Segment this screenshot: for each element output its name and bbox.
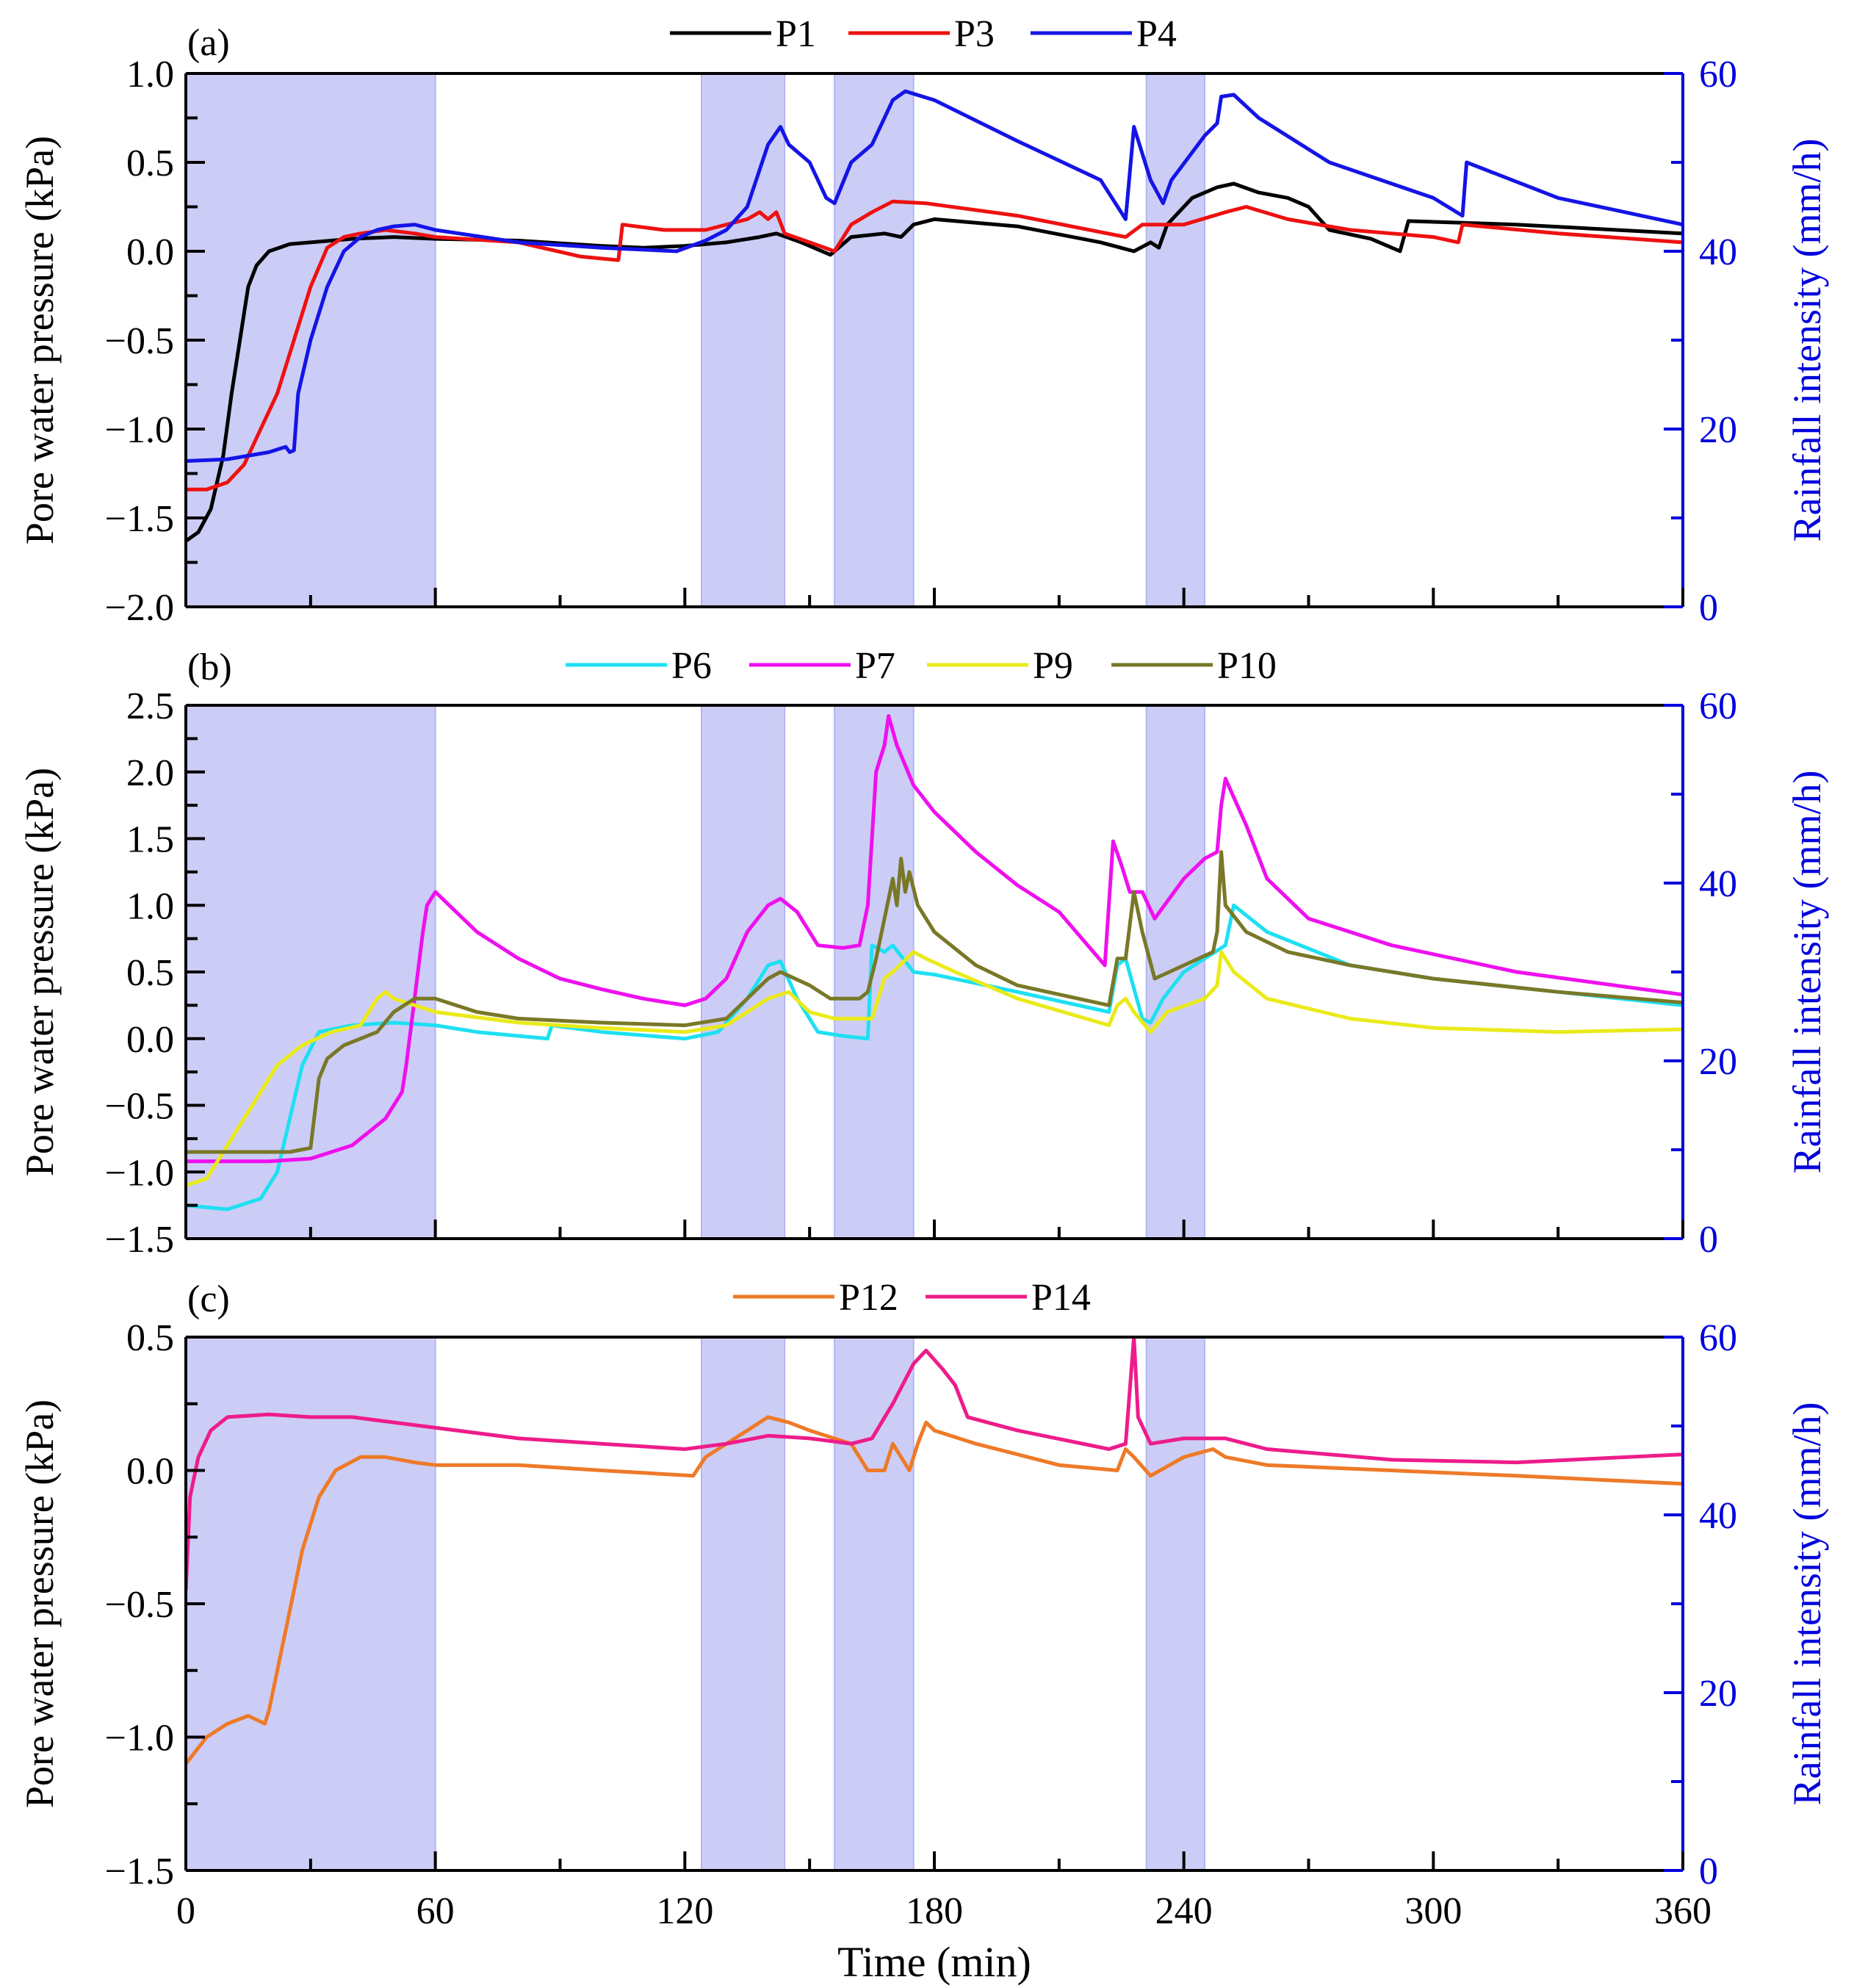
legend-label: P3 [954, 13, 995, 55]
series-p14-line [186, 1337, 1683, 1591]
y2-tick-label: 20 [1699, 1041, 1737, 1083]
x-tick-label: 60 [416, 1890, 455, 1932]
panel-label: (a) [187, 22, 230, 64]
y-tick-label: 1.0 [126, 885, 174, 927]
y-axis-title: Pore water pressure (kPa) [18, 1400, 62, 1808]
y-axis-title: Pore water pressure (kPa) [18, 768, 62, 1176]
y-tick-label: −1.5 [105, 1219, 174, 1261]
legend-label: P12 [839, 1277, 898, 1319]
series-p6-line [186, 903, 1683, 1211]
y-tick-label: 0.5 [126, 143, 174, 184]
y-tick-label: −1.0 [105, 409, 174, 451]
legend-label: P6 [671, 645, 712, 687]
rain-band [700, 73, 786, 608]
legend-label: P9 [1033, 645, 1073, 687]
rain-band [1145, 73, 1205, 608]
series-p12-line [186, 1415, 1683, 1765]
rain-band [834, 1336, 915, 1871]
y-tick-label: 1.5 [126, 819, 174, 861]
y2-tick-label: 40 [1699, 231, 1737, 273]
y2-tick-label: 0 [1699, 1219, 1718, 1261]
y-tick-label: −1.5 [105, 498, 174, 540]
y2-tick-label: 40 [1699, 1495, 1737, 1537]
series-p9-line [186, 950, 1683, 1187]
y-tick-label: −1.5 [105, 1851, 174, 1892]
legend-label: P14 [1031, 1277, 1091, 1319]
y2-tick-label: 60 [1699, 685, 1737, 727]
legend-label: P10 [1217, 645, 1277, 687]
x-tick-label: 0 [176, 1890, 195, 1932]
y-tick-label: 0.0 [126, 1451, 174, 1493]
legend-label: P7 [855, 645, 895, 687]
rain-band [1145, 1336, 1205, 1871]
rain-band [834, 73, 915, 608]
legend-label: P1 [776, 13, 816, 55]
x-axis-title: Time (min) [837, 1938, 1031, 1986]
y-tick-label: 0.5 [126, 952, 174, 994]
y-tick-label: 2.0 [126, 752, 174, 794]
series-p7-line [186, 714, 1683, 1164]
series-group [186, 714, 1683, 1211]
y2-tick-label: 60 [1699, 54, 1737, 96]
y2-axis-title: Rainfall intensity (mm/h) [1785, 771, 1829, 1174]
y-tick-label: −2.0 [105, 587, 174, 629]
series-p3-line [186, 199, 1683, 491]
series-group [186, 1337, 1683, 1765]
y-tick-label: −0.5 [105, 1086, 174, 1128]
series-group [186, 89, 1683, 543]
panel-a: −2.0 −1.5 −1.0 −0.5 0.0 0.5 1.0 0 20 40 60 Pore wat… [18, 13, 1829, 629]
y-tick-label: 0.0 [126, 231, 174, 273]
series-p10-line [186, 850, 1683, 1154]
y-tick-label: −1.0 [105, 1718, 174, 1760]
panel-b: −1.5 −1.0 −0.5 0.0 0.5 1.0 1.5 2.0 2.5 0 20 40 60 Por… [18, 645, 1829, 1261]
y2-tick-label: 0 [1699, 1851, 1718, 1892]
y2-axis-title: Rainfall intensity (mm/h) [1785, 1402, 1829, 1806]
y2-tick-label: 20 [1699, 409, 1737, 451]
x-tick-label: 360 [1654, 1890, 1711, 1932]
series-p4-line [186, 89, 1683, 464]
y2-tick-label: 40 [1699, 863, 1737, 905]
y-tick-label: −0.5 [105, 1584, 174, 1626]
y-tick-label: 1.0 [126, 54, 174, 96]
x-tick-label: 240 [1155, 1890, 1213, 1932]
y-tick-label: 0.5 [126, 1317, 174, 1359]
y-tick-label: −1.0 [105, 1152, 174, 1194]
y2-tick-label: 20 [1699, 1673, 1737, 1715]
y-tick-label: −0.5 [105, 320, 174, 362]
panel-label: (b) [187, 647, 232, 688]
y-axis-title: Pore water pressure (kPa) [18, 136, 62, 544]
rain-band [185, 1336, 436, 1871]
legend-label: P4 [1136, 13, 1177, 55]
rain-band [1145, 705, 1205, 1239]
rain-band [700, 705, 786, 1239]
series-p1-line [186, 181, 1683, 543]
y2-tick-label: 60 [1699, 1317, 1737, 1359]
x-tick-label: 300 [1404, 1890, 1462, 1932]
y-tick-label: 0.0 [126, 1019, 174, 1061]
y2-axis-title: Rainfall intensity (mm/h) [1785, 139, 1829, 542]
y-tick-label: 2.5 [126, 685, 174, 727]
panel-c: 0 60 120 180 240 300 360 −1.5 −1.0 −0.5 0.0 0.5 0 20 4… [18, 1277, 1829, 1932]
rain-band [700, 1336, 786, 1871]
panel-label: (c) [187, 1278, 230, 1320]
x-tick-label: 120 [656, 1890, 713, 1932]
x-tick-label: 180 [906, 1890, 963, 1932]
y2-tick-label: 0 [1699, 587, 1718, 629]
